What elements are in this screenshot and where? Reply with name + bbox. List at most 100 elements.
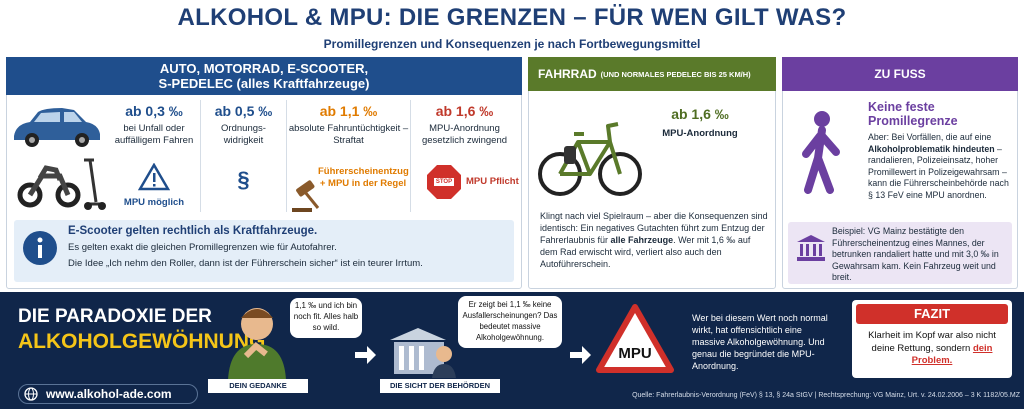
mpu-sign (596, 304, 674, 373)
badge: Führerscheinentzug + MPU in der Regel (318, 166, 409, 189)
shape (806, 244, 809, 256)
shape (243, 341, 268, 359)
fuss-title: ZU FUSS (874, 67, 926, 81)
shape (241, 309, 273, 318)
warning-icon (138, 163, 170, 191)
subtitle: Promillegrenzen und Konsequenzen je nach… (323, 37, 701, 51)
shape (419, 346, 424, 370)
shape (296, 180, 315, 197)
arrow (355, 346, 376, 364)
bicycle-illustration (538, 122, 642, 196)
authority-illustration (390, 328, 456, 378)
limit-column: ab 1,6 ‰ MPU-Anordnung gesetzlich zwinge… (410, 100, 518, 212)
text-part: Aber: Bei Vorfällen, die auf eine (868, 132, 992, 142)
shape (84, 202, 92, 210)
shape (819, 244, 822, 256)
authority-text: Er zeigt bei 1,1 ‰ keine Ausfallerschein… (462, 300, 558, 342)
text-bold: Alkoholproblematik hindeuten (868, 143, 995, 154)
vehicles-illustration (14, 108, 106, 210)
shape (98, 202, 106, 210)
arrow (570, 346, 591, 364)
example-box (788, 222, 1012, 284)
source: Quelle: Fahrerlaubnis-Verordnung (FeV) §… (632, 392, 1020, 399)
fazit-title: FAZIT (856, 304, 1008, 324)
limit: ab 0,5 ‰ (214, 103, 273, 119)
limit-column: ab 0,5 ‰ Ordnungs-widrigkeit § (200, 100, 286, 212)
stop-sign (427, 165, 461, 199)
text-bold: alle Fahrzeuge (610, 235, 674, 245)
shape (570, 346, 591, 364)
shape (797, 257, 825, 261)
shape (34, 112, 82, 122)
shape (409, 346, 414, 370)
mpu-sign-text: MPU (618, 345, 652, 362)
paradox-title: DIE PARADOXIE DER (18, 306, 212, 327)
text-part: . Wer mit 1,6 ‰ auf dem Rad erwischt wir… (540, 235, 751, 269)
shape (38, 245, 42, 258)
shape (27, 165, 71, 197)
shape (802, 126, 840, 194)
shape (14, 108, 100, 140)
thought-text: 1,1 ‰ und ich bin noch fit. Alles halb s… (293, 301, 359, 332)
shape (436, 346, 452, 362)
gavel-icon (292, 180, 320, 212)
text-part: Klingt nach viel Spielraum – aber die Ko… (540, 211, 768, 245)
speech-bubble (458, 296, 562, 348)
shape (228, 344, 286, 380)
paragraph-icon: § (237, 167, 250, 192)
shape (55, 182, 81, 208)
label: DEIN GEDANKE (208, 379, 308, 393)
info-box (14, 220, 514, 282)
shape (558, 122, 622, 176)
shape (84, 158, 102, 206)
limit-desc: MPU-Anordnung gesetzlich zwingend (421, 123, 508, 146)
shape (153, 173, 156, 182)
limit: ab 1,6 ‰ (435, 103, 494, 119)
auto-header: AUTO, MOTORRAD, E-SCOOTER, S-PEDELEC (al… (6, 57, 522, 95)
info-line: Es gelten exakt die gleichen Promillegre… (68, 242, 337, 253)
shape (153, 184, 156, 187)
speech-bubble (290, 298, 362, 338)
shape (596, 304, 674, 373)
globe-icon (24, 387, 38, 401)
shape (432, 364, 456, 378)
limit-desc: Ordnungs-widrigkeit (221, 123, 266, 146)
shape (434, 178, 454, 186)
paradox-title: ALKOHOLGEWÖHNUNG (18, 330, 266, 353)
shape (355, 346, 376, 364)
fuss-heading: Keine feste Promillegrenze (868, 100, 958, 128)
limit-column: ab 1,1 ‰ absolute Fahruntüchtigkeit – St… (286, 100, 410, 212)
fuss-header: ZU FUSS (782, 57, 1018, 91)
shape (303, 191, 320, 209)
paradox-text: Wer bei diesem Wert noch normal wirkt, h… (692, 313, 828, 371)
text-part: – randalieren, Polizeieinsatz, hoher Pro… (868, 143, 1009, 200)
shape (390, 328, 446, 340)
fahrrad-title-note: (UND NORMALES PEDELEC BIS 25 KM/H) (600, 69, 751, 79)
info-line: Die Idee „Ich nehm den Roller, dann ist … (68, 258, 423, 269)
limit: ab 0,3 ‰ (125, 103, 183, 119)
fuss-text: Aber: Bei Vorfällen, die auf eine Alkoho… (868, 132, 1012, 201)
shape (17, 182, 43, 208)
pedestrian-icon (802, 111, 840, 194)
badge: MPU Pflicht (466, 176, 519, 187)
stop-text: STOP (435, 179, 453, 185)
text-part: Klarheit im Kopf war also nicht deine Re… (868, 330, 996, 354)
info-heading: E-Scooter gelten rechtlich als Kraftfahr… (68, 225, 318, 237)
text-highlight: dein Problem. (911, 342, 993, 367)
fazit-text: Klarheit im Kopf war also nicht deine Re… (858, 330, 1006, 368)
limit: ab 1,6 ‰ (671, 106, 729, 122)
shape (138, 163, 170, 191)
auto-title-line: S-PEDELEC (alles Kraftfahrzeuge) (158, 76, 370, 91)
limit-desc: MPU-Anordnung (662, 128, 738, 139)
limit-desc: bei Unfall oder auffälligem Fahren (114, 123, 194, 146)
fahrrad-title: FAHRRAD (538, 67, 597, 81)
shape (292, 208, 312, 212)
limit-desc: absolute Fahruntüchtigkeit – Straftat (288, 123, 409, 146)
shape (37, 237, 43, 243)
court-icon (797, 235, 825, 261)
title: ALKOHOL & MPU: DIE GRENZEN – FÜR WEN GIL… (177, 4, 847, 31)
shape (797, 235, 825, 242)
url-box (18, 384, 198, 404)
info-icon (23, 231, 57, 265)
